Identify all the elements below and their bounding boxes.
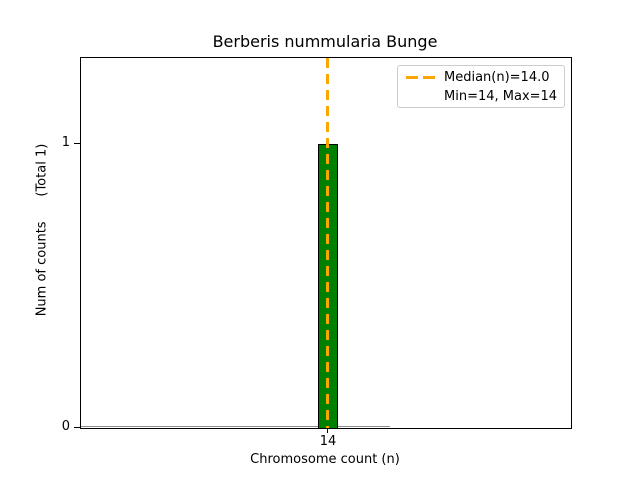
legend: Median(n)=14.0 Min=14, Max=14	[397, 65, 565, 108]
y-tick-mark-1	[74, 143, 80, 144]
chart-title: Berberis nummularia Bunge	[212, 32, 438, 51]
plot-area: Median(n)=14.0 Min=14, Max=14	[80, 57, 572, 429]
y-tick-label-0: 0	[61, 419, 70, 434]
legend-entry-median: Median(n)=14.0	[398, 68, 564, 87]
zero-count-baseline	[81, 426, 390, 427]
y-axis-label: Num of counts (Total 1)	[34, 143, 50, 317]
legend-swatch-spacer	[406, 95, 435, 98]
median-line-legend-swatch	[406, 76, 435, 79]
y-tick-mark-0	[74, 427, 80, 428]
x-tick-label-14: 14	[319, 434, 337, 449]
median-line	[326, 58, 329, 428]
legend-entry-minmax: Min=14, Max=14	[398, 87, 564, 106]
legend-minmax-label: Min=14, Max=14	[444, 89, 558, 104]
x-tick-mark-14	[327, 428, 328, 433]
y-tick-label-1: 1	[61, 135, 70, 150]
x-axis-label: Chromosome count (n)	[250, 452, 400, 467]
legend-median-label: Median(n)=14.0	[444, 70, 550, 85]
